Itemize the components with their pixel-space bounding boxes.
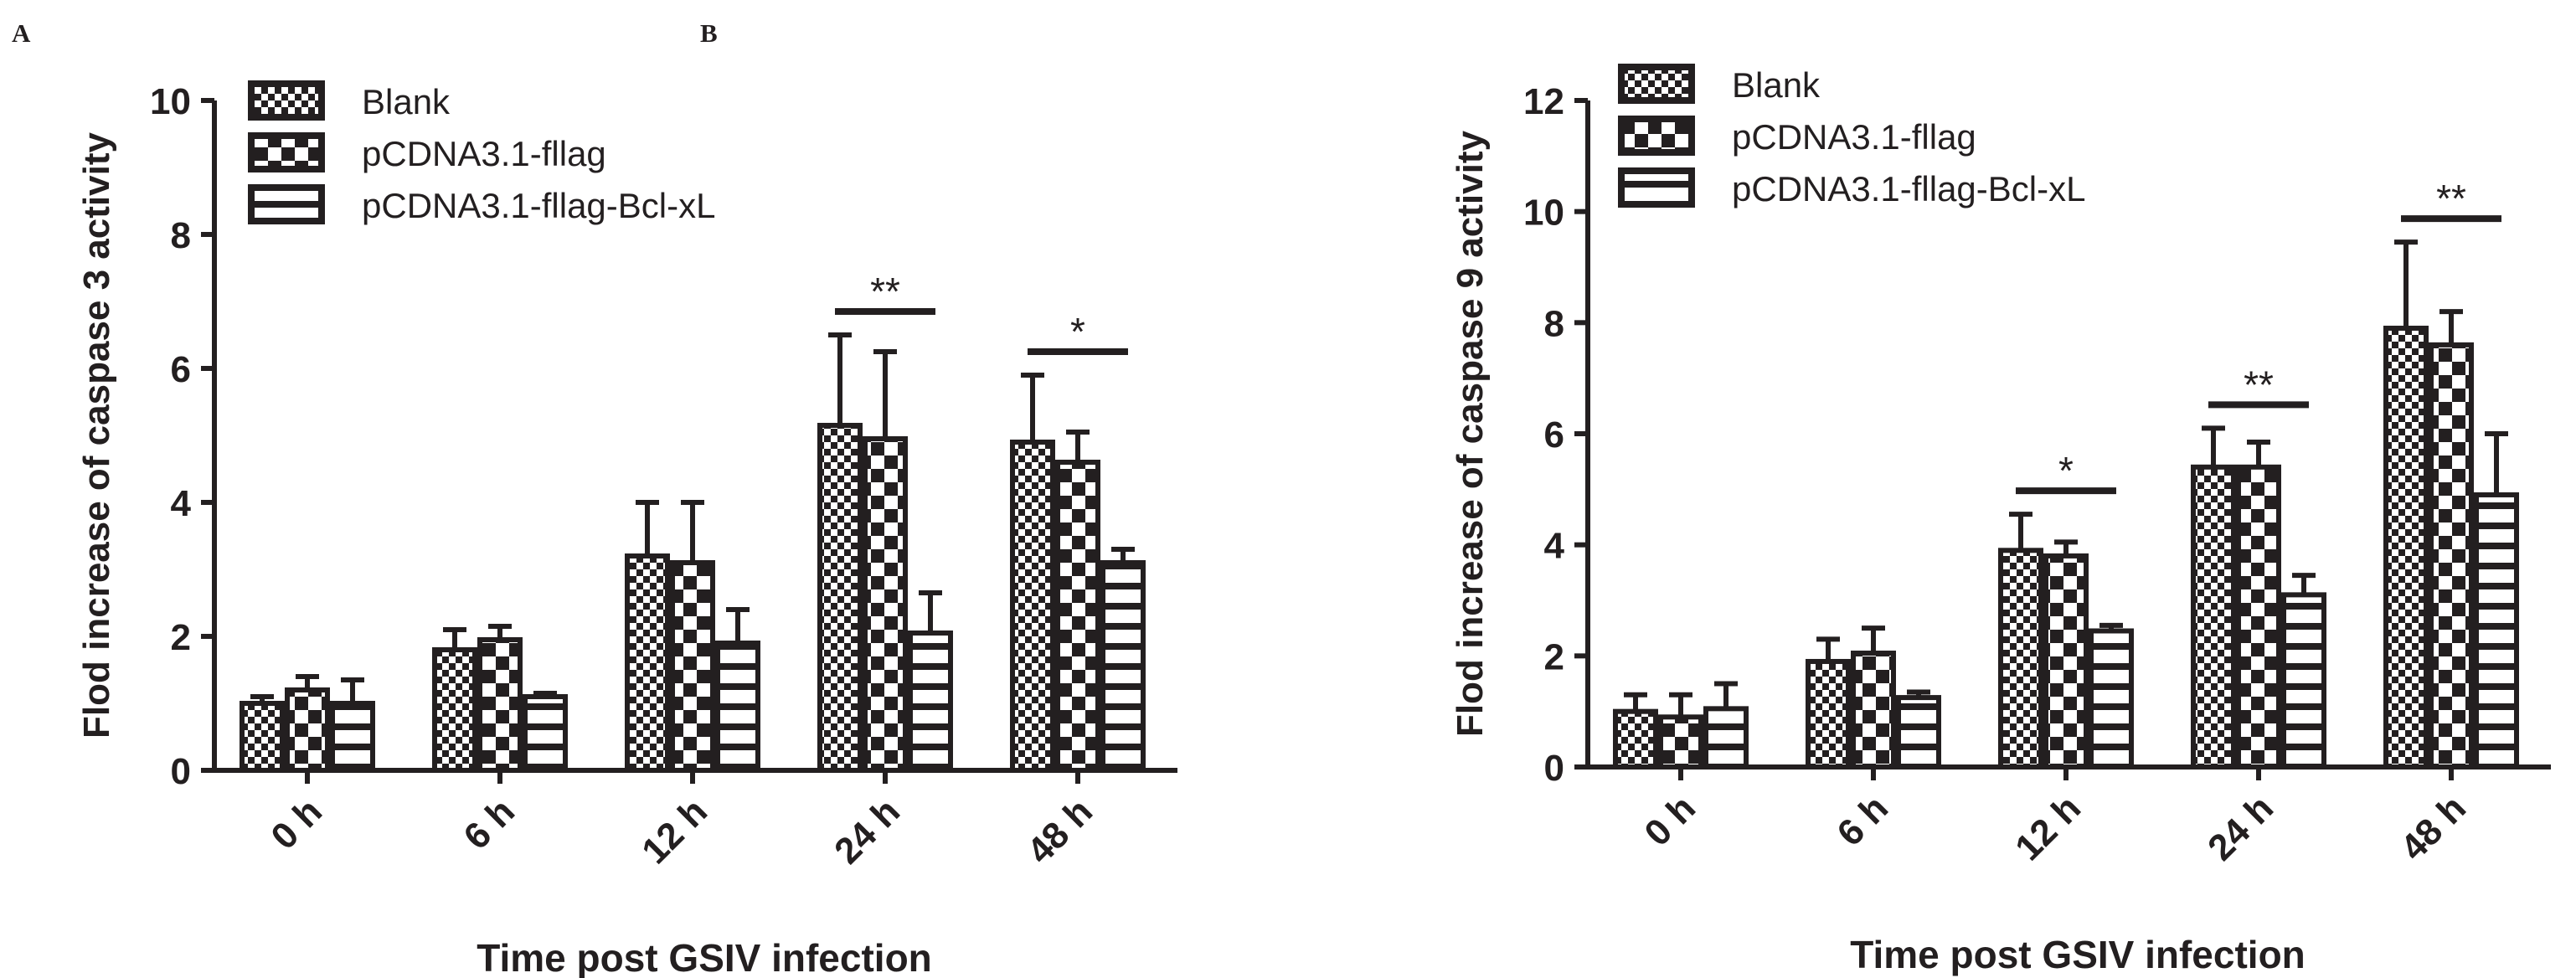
bar-pcdna3-1-fllag-24h xyxy=(863,436,908,773)
bar-pcdna3-1-fllag-48h xyxy=(1055,460,1100,773)
y-tick-label: 6 xyxy=(171,349,191,390)
bar-pcdna3-1-fllag-bcl-xl-12h xyxy=(2089,628,2134,770)
bar-blank-6h xyxy=(432,647,477,773)
y-tick-label: 4 xyxy=(1544,526,1565,567)
bar-pcdna3-1-fllag-bcl-xl-24h xyxy=(908,631,953,773)
bar-pcdna3-1-fllag-6h xyxy=(1851,651,1896,770)
legend-label: pCDNA3.1-fllag xyxy=(1732,117,1976,157)
bar-blank-6h xyxy=(1806,658,1851,770)
y-tick-label: 8 xyxy=(1544,303,1564,344)
y-axis-title: Flod increase of caspase 3 activity xyxy=(76,132,117,739)
bar-pcdna3-1-fllag-bcl-xl-6h xyxy=(1896,695,1941,770)
x-tick-label: 24 h xyxy=(827,790,908,872)
significance-label: ** xyxy=(870,270,900,313)
y-tick-label: 12 xyxy=(1523,81,1564,122)
y-tick-label: 2 xyxy=(1544,636,1564,677)
bar-blank-24h xyxy=(817,423,863,773)
legend-label: pCDNA3.1-fllag-Bcl-xL xyxy=(1732,169,2085,208)
x-tick-label: 6 h xyxy=(1829,787,1896,854)
bar-pcdna3-1-fllag-bcl-xl-48h xyxy=(2474,492,2519,770)
bar-pcdna3-1-fllag-bcl-xl-6h xyxy=(523,694,568,773)
y-tick-label: 0 xyxy=(171,751,191,792)
bar-blank-0h xyxy=(1613,708,1658,770)
bar-blank-48h xyxy=(1010,440,1055,773)
bar-blank-24h xyxy=(2191,464,2236,770)
chart-panels: A 0 2 4 6 8 10 Flod increase of caspase 3 activ… xyxy=(12,18,2551,978)
bar-blank-0h xyxy=(240,701,285,773)
y-tick-label: 6 xyxy=(1544,414,1564,456)
legend-swatch xyxy=(1618,116,1695,156)
panel-label: A xyxy=(12,18,31,48)
x-tick-label: 24 h xyxy=(2200,787,2281,868)
x-tick-label: 48 h xyxy=(1019,790,1100,872)
bar-pcdna3-1-fllag-bcl-xl-0h xyxy=(1703,706,1749,770)
bar-blank-12h xyxy=(625,553,670,773)
x-axis-title: Time post GSIV infection xyxy=(477,936,932,978)
legend-swatch xyxy=(248,132,325,172)
x-tick-label: 12 h xyxy=(634,790,715,872)
bar-pcdna3-1-fllag-12h xyxy=(2043,553,2089,770)
bar-pcdna3-1-fllag-0h xyxy=(1658,714,1703,770)
chart-panel-b: B 0 2 4 6 8 10 12 Flod increase of caspase 9 act… xyxy=(700,18,2551,976)
bar-pcdna3-1-fllag-bcl-xl-12h xyxy=(715,641,760,773)
y-tick-label: 0 xyxy=(1544,748,1564,789)
bar-pcdna3-1-fllag-bcl-xl-48h xyxy=(1100,560,1146,773)
bar-pcdna3-1-fllag-bcl-xl-0h xyxy=(330,701,375,773)
legend-label: Blank xyxy=(362,82,451,121)
y-axis-title: Flod increase of caspase 9 activity xyxy=(1450,131,1491,737)
y-tick-label: 8 xyxy=(171,215,191,256)
x-tick-label: 0 h xyxy=(263,790,330,857)
x-axis-title: Time post GSIV infection xyxy=(1850,933,2306,976)
legend-label: pCDNA3.1-fllag-Bcl-xL xyxy=(362,186,715,225)
bar-pcdna3-1-fllag-bcl-xl-24h xyxy=(2281,592,2326,770)
bar-blank-12h xyxy=(1998,548,2043,770)
x-tick-label: 12 h xyxy=(2007,787,2089,868)
chart-panel-a: A 0 2 4 6 8 10 Flod increase of caspase 3 activ… xyxy=(12,18,1177,978)
significance-label: * xyxy=(2058,449,2074,492)
significance-label: ** xyxy=(2436,177,2466,220)
panel-label: B xyxy=(700,18,718,48)
bar-pcdna3-1-fllag-6h xyxy=(477,637,523,773)
bar-blank-48h xyxy=(2383,325,2429,770)
bar-pcdna3-1-fllag-12h xyxy=(670,560,715,773)
legend-label: pCDNA3.1-fllag xyxy=(362,134,606,173)
x-tick-label: 6 h xyxy=(456,790,523,857)
y-tick-label: 10 xyxy=(1523,193,1564,234)
bar-pcdna3-1-fllag-48h xyxy=(2429,342,2474,770)
x-tick-label: 0 h xyxy=(1636,787,1703,854)
legend-swatch xyxy=(248,80,325,121)
legend-swatch xyxy=(1618,167,1695,208)
legend-swatch xyxy=(248,184,325,224)
legend-label: Blank xyxy=(1732,65,1821,105)
y-tick-label: 2 xyxy=(171,617,191,658)
legend-swatch xyxy=(1618,64,1695,104)
bar-pcdna3-1-fllag-24h xyxy=(2236,464,2281,770)
x-tick-label: 48 h xyxy=(2393,787,2474,868)
significance-label: * xyxy=(1070,310,1085,353)
bar-pcdna3-1-fllag-0h xyxy=(285,687,330,773)
significance-label: ** xyxy=(2244,363,2274,406)
y-tick-label: 10 xyxy=(150,81,191,122)
y-tick-label: 4 xyxy=(171,483,192,524)
